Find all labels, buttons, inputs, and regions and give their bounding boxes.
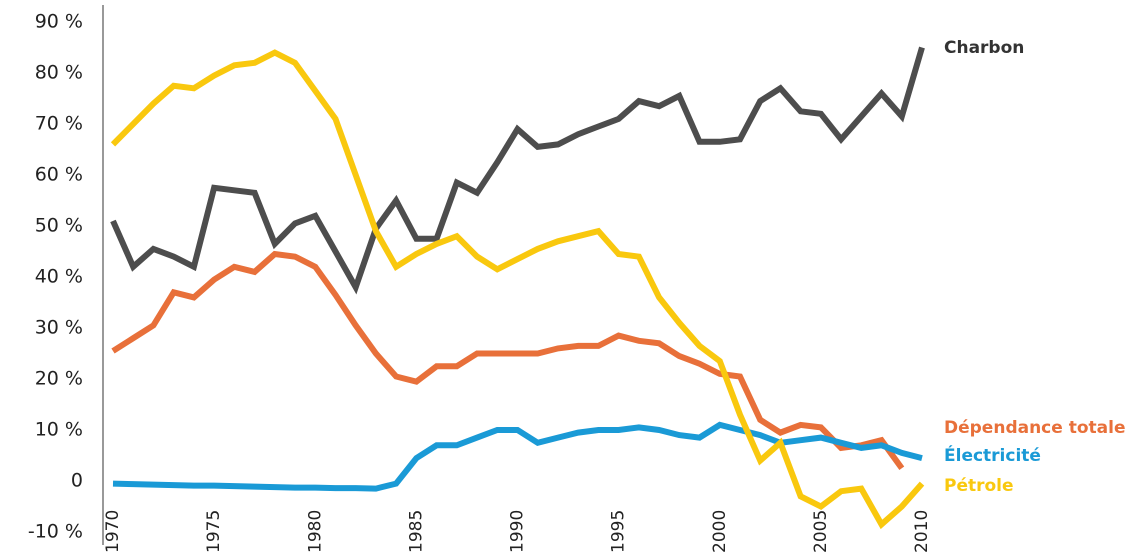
y-tick-label: 0: [71, 470, 83, 492]
x-tick-label: 1985: [406, 510, 426, 553]
y-tick-label: -10 %: [28, 521, 83, 543]
x-tick-label: 2010: [912, 510, 932, 553]
series-line: [110, 49, 925, 530]
series-label: Charbon: [944, 38, 1024, 58]
x-tick-label: 1990: [508, 510, 528, 553]
series-line: [110, 46, 925, 295]
x-tick-label: 2005: [811, 510, 831, 553]
series-line: [112, 421, 923, 492]
series-label: Pétrole: [944, 476, 1014, 496]
x-tick-label: 1970: [103, 510, 123, 553]
series-line: [111, 250, 905, 471]
y-tick-label: 80 %: [35, 62, 83, 84]
x-tick-label: 1995: [609, 510, 629, 553]
y-tick-label: 30 %: [35, 317, 83, 339]
y-tick-label: 60 %: [35, 164, 83, 186]
y-tick-label: 10 %: [35, 419, 83, 441]
y-tick-label: 40 %: [35, 266, 83, 288]
x-tick-label: 2000: [710, 510, 730, 553]
x-tick-label: 1980: [305, 510, 325, 553]
y-tick-label: 20 %: [35, 368, 83, 390]
y-tick-label: 70 %: [35, 113, 83, 135]
y-tick-label: 90 %: [35, 11, 83, 33]
y-tick-label: 50 %: [35, 215, 83, 237]
x-tick-label: 1975: [204, 510, 224, 553]
series-label: Dépendance totale: [944, 418, 1125, 438]
series-label: Électricité: [944, 444, 1041, 466]
